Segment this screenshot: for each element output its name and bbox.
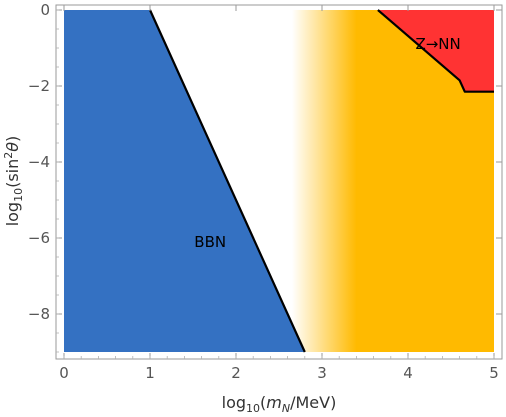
plot-frame [55, 4, 503, 360]
y-axis-label: log10(sin2θ) [2, 136, 25, 227]
y-axis-label-exponent: 2 [2, 152, 15, 159]
x-axis-label-prefix: log [222, 393, 246, 412]
x-tick-label: 2 [231, 364, 241, 382]
region-Z-to-NN [377, 10, 494, 92]
y-tick-label: 0 [40, 1, 50, 19]
x-axis-label-open: ( [260, 393, 266, 412]
y-tick-label: −4 [28, 153, 50, 171]
x-axis-label-base: 10 [246, 402, 260, 415]
region-label-BBN: BBN [194, 233, 226, 251]
y-axis-label-close: ) [3, 136, 22, 142]
regions-layer [64, 10, 494, 352]
region-label-Z-to-NN: Z→NN [415, 35, 460, 53]
x-tick-label: 3 [317, 364, 327, 382]
y-axis-label-prefix: log [3, 202, 22, 226]
x-axis-label: log10(mN/MeV) [222, 393, 337, 415]
boundary-lines-layer [148, 9, 494, 353]
x-tick-label: 1 [145, 364, 155, 382]
x-axis-label-variable-sub: N [282, 402, 290, 415]
x-tick-label: 5 [489, 364, 499, 382]
y-tick-label: −8 [28, 305, 50, 323]
y-axis-label-base: 10 [12, 188, 25, 202]
x-tick-label: 4 [403, 364, 413, 382]
y-axis-label-open: (sin [3, 159, 22, 188]
x-axis-label-rest: /MeV) [290, 393, 336, 412]
boundary-BBN [148, 9, 306, 353]
y-axis-label-variable: θ [3, 142, 22, 152]
ticks-layer: 0 1 2 3 4 5 0 −2 −4 −6 −8 [28, 1, 502, 382]
x-axis-label-variable: m [266, 393, 282, 412]
region-BBN [64, 10, 305, 352]
region-labels-layer: BBN Z→NN [194, 35, 460, 251]
y-tick-label: −2 [28, 77, 50, 95]
boundary-Z-to-NN [377, 9, 494, 93]
x-tick-label: 0 [59, 364, 69, 382]
y-tick-label: −6 [28, 229, 50, 247]
